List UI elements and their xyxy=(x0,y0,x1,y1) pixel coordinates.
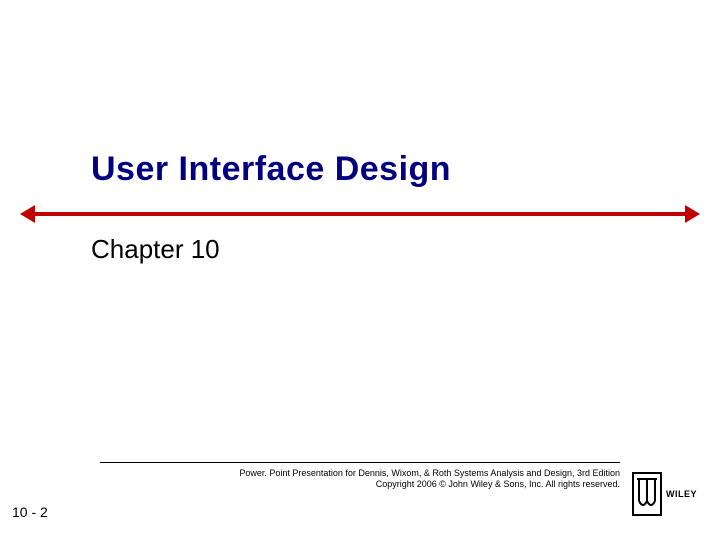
title-divider xyxy=(20,205,700,223)
footer-line-2: Copyright 2006 © John Wiley & Sons, Inc.… xyxy=(100,479,620,490)
page-number: 10 - 2 xyxy=(12,504,48,520)
divider-arrow-right-icon xyxy=(685,205,700,223)
footer-rule xyxy=(100,462,620,463)
footer-line-1: Power. Point Presentation for Dennis, Wi… xyxy=(100,468,620,479)
wiley-logo-text: WILEY xyxy=(666,489,697,499)
slide-title: User Interface Design xyxy=(91,150,451,189)
slide-subtitle: Chapter 10 xyxy=(91,234,220,265)
publisher-logo: WILEY xyxy=(632,470,702,518)
wiley-mark-icon xyxy=(632,472,662,516)
footer-text: Power. Point Presentation for Dennis, Wi… xyxy=(100,468,620,491)
divider-line xyxy=(32,212,688,216)
